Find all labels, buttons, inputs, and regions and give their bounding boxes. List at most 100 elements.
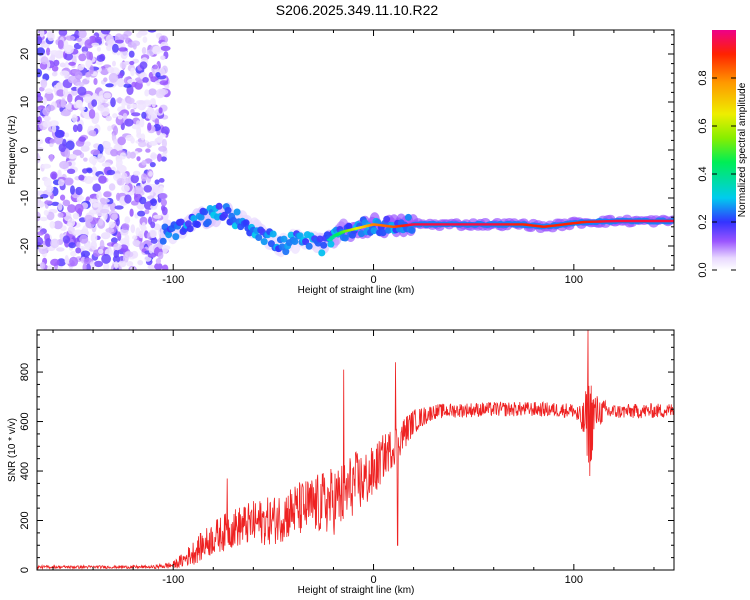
noise-blob <box>37 153 40 163</box>
noise-blob <box>139 61 148 70</box>
signal-blob <box>224 206 232 214</box>
noise-blob <box>139 216 148 226</box>
noise-blob <box>100 68 109 76</box>
noise-blob <box>78 53 87 62</box>
noise-blob <box>99 239 105 250</box>
noise-blob <box>76 197 82 203</box>
noise-blob <box>131 124 141 130</box>
noise-blob <box>160 156 167 162</box>
colorbar-tick-label: 0.2 <box>697 214 709 229</box>
noise-blob <box>82 168 88 174</box>
noise-blob <box>148 171 153 177</box>
snr-ytick-label: 600 <box>19 412 31 430</box>
signal-blob <box>316 235 324 243</box>
noise-blob <box>41 163 52 169</box>
noise-blob <box>75 186 83 196</box>
noise-blob <box>42 107 50 116</box>
noise-blob <box>147 264 156 270</box>
noise-blob <box>136 32 142 38</box>
noise-blob <box>108 221 116 229</box>
signal-blob <box>341 234 349 242</box>
noise-blob <box>129 151 136 159</box>
noise-blob <box>40 78 48 89</box>
noise-blob <box>141 47 147 55</box>
noise-blob <box>81 46 89 53</box>
noise-blob <box>115 192 121 201</box>
signal-blob <box>177 218 185 226</box>
noise-blob <box>71 114 78 123</box>
noise-blob <box>147 195 155 200</box>
noise-blob <box>84 176 94 184</box>
signal-blob <box>318 249 326 257</box>
noise-blob <box>144 89 150 97</box>
snr-ytick-label: 0 <box>19 567 31 573</box>
noise-blob <box>116 158 123 167</box>
noise-blob <box>132 170 141 176</box>
spectrogram-ylabel: Frequency (Hz) <box>7 116 18 185</box>
noise-blob <box>150 237 158 244</box>
noise-blob <box>116 178 126 186</box>
noise-blob <box>70 250 77 257</box>
noise-blob <box>72 149 82 156</box>
noise-blob <box>43 177 52 188</box>
snr-ytick-label: 200 <box>19 511 31 529</box>
noise-blob <box>136 103 144 110</box>
noise-blob <box>88 198 98 204</box>
noise-blob <box>120 200 127 206</box>
noise-blob <box>58 30 68 37</box>
spectrogram-xtick-label: -100 <box>162 274 184 286</box>
noise-blob <box>124 234 130 243</box>
signal-blob <box>194 221 201 228</box>
signal-core <box>669 219 674 223</box>
noise-blob <box>139 196 147 205</box>
noise-blob <box>63 40 69 51</box>
signal-blob <box>215 202 223 210</box>
noise-blob <box>97 104 105 111</box>
noise-blob <box>132 235 138 240</box>
signal-blob <box>221 211 228 219</box>
noise-blob <box>37 231 45 236</box>
noise-blob <box>111 237 118 244</box>
noise-blob <box>155 258 161 265</box>
signal-blob <box>197 213 205 221</box>
noise-blob <box>40 43 50 48</box>
noise-blob <box>47 265 53 270</box>
noise-blob <box>62 199 71 207</box>
noise-blob <box>121 99 126 109</box>
signal-blob <box>165 231 173 239</box>
noise-blob <box>124 251 134 258</box>
noise-blob <box>80 250 91 258</box>
noise-blob <box>117 136 126 146</box>
noise-blob <box>136 132 143 139</box>
noise-blob <box>142 77 149 83</box>
noise-blob <box>43 209 49 216</box>
noise-blob <box>64 255 69 265</box>
spectrogram-xlabel: Height of straight line (km) <box>298 285 415 296</box>
noise-blob <box>44 88 54 94</box>
spectrogram-marks <box>37 30 674 270</box>
noise-blob <box>42 120 52 128</box>
signal-blob <box>186 225 194 233</box>
snr-xtick-label: -100 <box>162 574 184 586</box>
noise-blob <box>49 138 56 144</box>
noise-blob <box>121 172 128 181</box>
noise-blob <box>161 205 166 212</box>
noise-blob <box>43 115 51 122</box>
noise-blob <box>130 174 139 184</box>
noise-blob <box>129 60 135 66</box>
noise-blob <box>161 126 170 136</box>
noise-blob <box>44 91 54 102</box>
noise-blob <box>37 95 43 103</box>
noise-blob <box>56 247 65 252</box>
colorbar-tick-label: 0.6 <box>697 118 709 133</box>
spectrogram-xtick-label: 100 <box>565 274 583 286</box>
noise-blob <box>70 185 75 195</box>
noise-blob <box>78 136 87 142</box>
noise-blob <box>93 78 98 85</box>
noise-blob <box>89 65 94 75</box>
noise-blob <box>76 241 81 248</box>
noise-blob <box>121 223 130 231</box>
noise-blob <box>84 214 94 223</box>
noise-blob <box>40 194 49 199</box>
noise-blob <box>82 263 87 270</box>
